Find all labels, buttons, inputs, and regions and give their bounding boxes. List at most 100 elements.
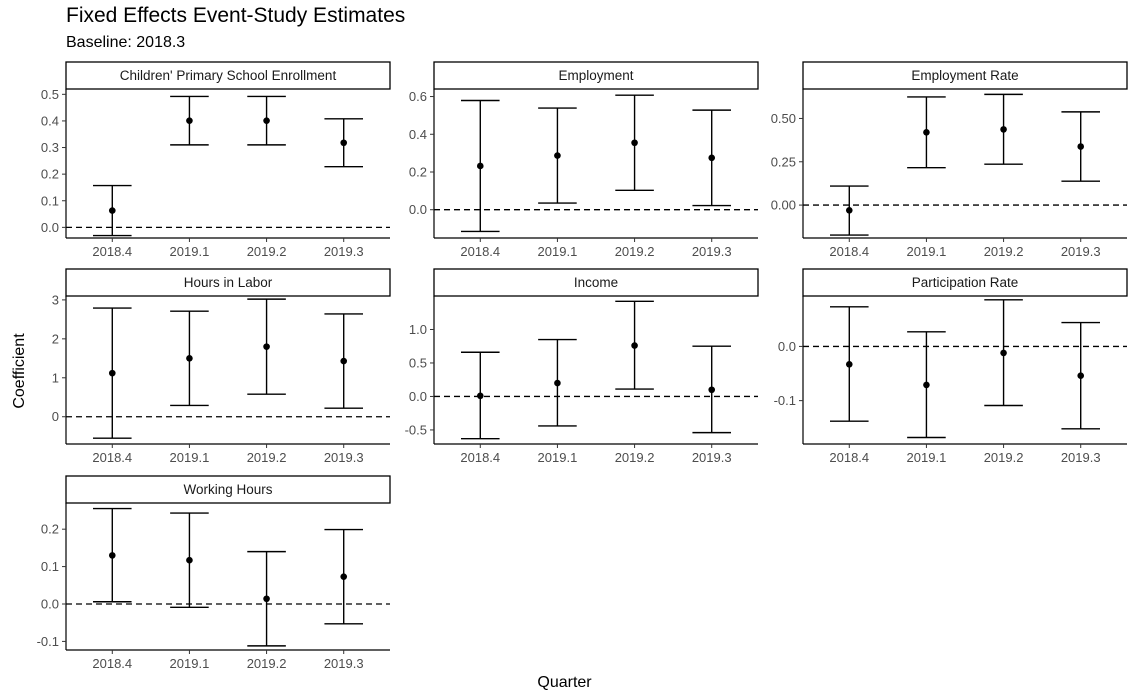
point-estimate: [708, 154, 716, 162]
panel-strip: [65, 268, 391, 297]
panel-title: Working Hours: [183, 482, 272, 497]
x-tick-label: 2019.2: [615, 244, 655, 259]
x-tick-label: 2019.2: [984, 450, 1024, 465]
x-tick-label: 2019.1: [170, 656, 210, 671]
y-tick-label: 0: [52, 409, 59, 424]
panel-strip: [433, 268, 759, 297]
y-tick-label: 0.4: [409, 127, 427, 142]
point-estimate: [923, 381, 930, 389]
point-estimate: [263, 117, 270, 124]
x-tick-label: 2019.2: [984, 244, 1024, 259]
x-tick-label: 2019.2: [615, 450, 655, 465]
y-tick-label: -0.1: [774, 393, 796, 408]
point-estimate: [186, 355, 193, 362]
y-tick-label: 0.2: [41, 522, 59, 537]
panel-strip: [433, 61, 759, 90]
x-tick-label: 2019.3: [324, 656, 364, 671]
point-estimate: [631, 139, 638, 147]
point-estimate: [186, 117, 193, 124]
y-tick-label: 0.25: [771, 154, 796, 169]
panel-title: Participation Rate: [912, 275, 1019, 290]
point-estimate: [1000, 349, 1007, 357]
y-tick-label: 0.0: [409, 202, 427, 217]
point-estimate: [186, 556, 193, 564]
y-tick-label: 0.50: [771, 111, 796, 126]
point-estimate: [340, 357, 348, 365]
x-tick-label: 2019.3: [692, 450, 732, 465]
panel-title: Income: [574, 275, 618, 290]
panel-strip: [65, 61, 391, 90]
x-tick-label: 2019.1: [170, 244, 210, 259]
point-estimate: [476, 162, 484, 170]
x-tick-label: 2019.3: [324, 244, 364, 259]
y-tick-label: 1: [52, 370, 59, 385]
point-estimate: [554, 152, 561, 159]
x-tick-label: 2019.2: [247, 244, 287, 259]
point-estimate: [845, 206, 853, 214]
panel-title: Employment: [558, 68, 633, 83]
x-tick-label: 2018.4: [92, 656, 132, 671]
chart-title: Fixed Effects Event-Study Estimates: [66, 4, 406, 27]
y-tick-label: 0.6: [409, 89, 427, 104]
point-estimate: [1000, 126, 1007, 133]
x-tick-label: 2018.4: [829, 450, 869, 465]
point-estimate: [108, 207, 116, 214]
y-tick-label: 0.4: [41, 113, 59, 128]
x-axis-label: Quarter: [537, 674, 592, 691]
panel-title: Employment Rate: [911, 68, 1018, 83]
chart-subtitle: Baseline: 2018.3: [66, 34, 186, 51]
y-tick-label: 0.2: [41, 167, 59, 182]
x-tick-label: 2019.1: [538, 450, 578, 465]
y-tick-label: 0.2: [409, 164, 427, 179]
x-tick-label: 2019.2: [247, 450, 287, 465]
y-tick-label: -0.1: [37, 634, 59, 649]
x-tick-label: 2018.4: [92, 244, 132, 259]
point-estimate: [845, 361, 853, 368]
point-estimate: [263, 343, 270, 350]
y-tick-label: 0.1: [41, 559, 59, 574]
x-tick-label: 2018.4: [829, 244, 869, 259]
y-tick-label: 0.0: [41, 596, 59, 611]
y-tick-label: 0.1: [41, 193, 59, 208]
x-tick-label: 2019.3: [1061, 450, 1101, 465]
y-tick-label: 0.0: [409, 389, 427, 404]
point-estimate: [554, 379, 561, 387]
x-tick-label: 2019.3: [692, 244, 732, 259]
y-tick-label: 0.0: [41, 220, 59, 235]
y-tick-label: 0.00: [771, 198, 796, 213]
point-estimate: [1077, 143, 1085, 150]
y-tick-label: 2: [52, 331, 59, 346]
x-tick-label: 2019.1: [907, 244, 947, 259]
x-tick-label: 2019.3: [1061, 244, 1101, 259]
panel-title: Hours in Labor: [184, 275, 273, 290]
x-tick-label: 2018.4: [460, 450, 500, 465]
point-estimate: [923, 129, 930, 136]
panel-title: Children' Primary School Enrollment: [120, 68, 337, 83]
x-tick-label: 2019.1: [538, 244, 578, 259]
y-tick-label: 0.5: [41, 87, 59, 102]
panel-strip: [802, 268, 1128, 297]
y-tick-label: 0.5: [409, 355, 427, 370]
x-tick-label: 2019.2: [247, 656, 287, 671]
x-tick-label: 2019.1: [907, 450, 947, 465]
x-tick-label: 2018.4: [460, 244, 500, 259]
point-estimate: [708, 386, 716, 394]
point-estimate: [263, 595, 270, 603]
point-estimate: [108, 369, 116, 377]
panel-strip: [802, 61, 1128, 90]
panel-strip: [65, 475, 391, 504]
point-estimate: [1077, 372, 1085, 379]
y-tick-label: 1.0: [409, 322, 427, 337]
y-tick-label: 0.0: [778, 339, 796, 354]
y-tick-label: 0.3: [41, 140, 59, 155]
x-tick-label: 2018.4: [92, 450, 132, 465]
y-tick-label: 3: [52, 292, 59, 307]
point-estimate: [108, 552, 116, 559]
x-tick-label: 2019.3: [324, 450, 364, 465]
point-estimate: [476, 392, 484, 400]
point-estimate: [340, 139, 348, 147]
point-estimate: [631, 342, 638, 349]
x-tick-label: 2019.1: [170, 450, 210, 465]
y-tick-label: -0.5: [405, 422, 427, 437]
